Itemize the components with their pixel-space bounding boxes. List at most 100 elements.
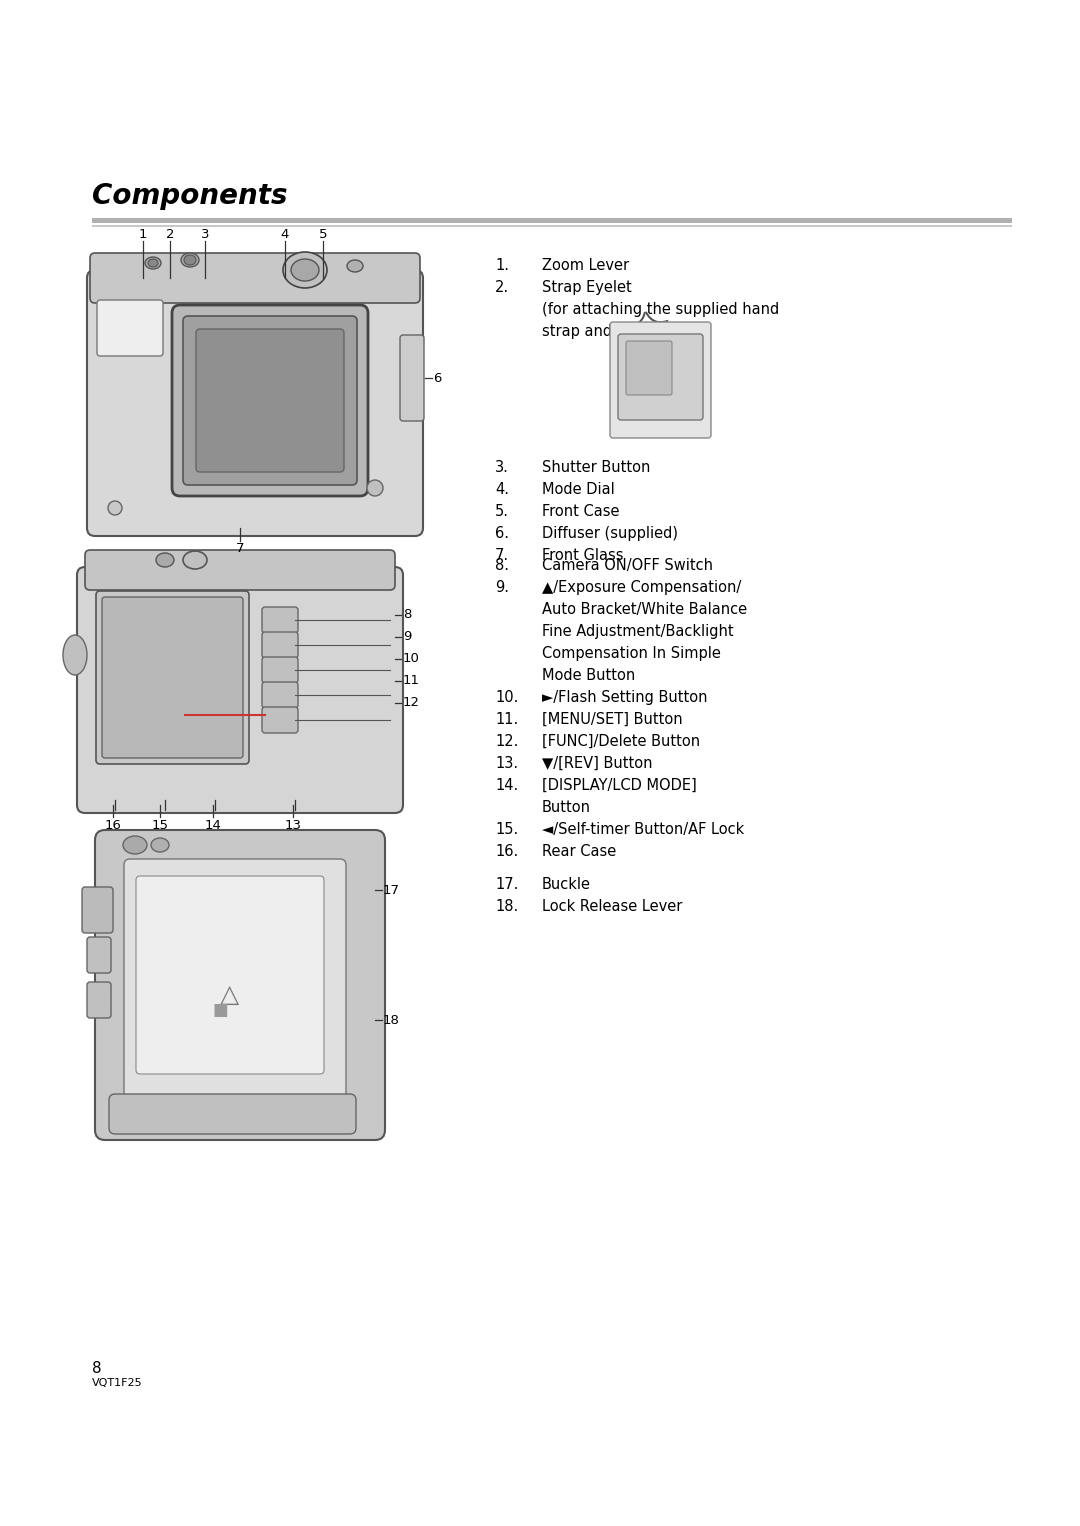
Text: Compensation In Simple: Compensation In Simple <box>542 645 720 661</box>
Text: 11: 11 <box>403 674 420 688</box>
Text: 6: 6 <box>433 371 442 385</box>
Bar <box>92 224 1012 227</box>
Text: △: △ <box>220 983 240 1007</box>
Text: 14: 14 <box>204 819 221 832</box>
FancyBboxPatch shape <box>96 591 249 765</box>
Text: 4.: 4. <box>495 482 509 497</box>
Text: 15: 15 <box>151 819 168 832</box>
Text: 13.: 13. <box>495 755 518 771</box>
FancyBboxPatch shape <box>124 859 346 1100</box>
Ellipse shape <box>181 253 199 267</box>
Text: 15.: 15. <box>495 823 518 836</box>
Text: 1: 1 <box>138 227 147 241</box>
Text: 16.: 16. <box>495 844 518 859</box>
FancyBboxPatch shape <box>87 937 111 974</box>
Text: [DISPLAY/LCD MODE]: [DISPLAY/LCD MODE] <box>542 778 697 794</box>
FancyBboxPatch shape <box>262 707 298 732</box>
Text: Mode Button: Mode Button <box>542 668 635 684</box>
Ellipse shape <box>63 635 87 674</box>
Text: Strap Eyelet: Strap Eyelet <box>542 279 632 295</box>
FancyBboxPatch shape <box>195 330 345 472</box>
Text: Buckle: Buckle <box>542 877 591 893</box>
FancyBboxPatch shape <box>77 568 403 813</box>
Text: Mode Dial: Mode Dial <box>542 482 615 497</box>
Text: 10.: 10. <box>495 690 518 705</box>
FancyBboxPatch shape <box>183 316 357 485</box>
Ellipse shape <box>145 256 161 269</box>
Ellipse shape <box>156 552 174 568</box>
Text: 2: 2 <box>165 227 174 241</box>
FancyBboxPatch shape <box>172 305 368 496</box>
Text: ◄/Self-timer Button/AF Lock: ◄/Self-timer Button/AF Lock <box>542 823 744 836</box>
Text: Rear Case: Rear Case <box>542 844 617 859</box>
Text: Fine Adjustment/Backlight: Fine Adjustment/Backlight <box>542 624 733 639</box>
Text: 13: 13 <box>284 819 301 832</box>
FancyBboxPatch shape <box>400 336 424 421</box>
FancyBboxPatch shape <box>262 632 298 658</box>
Text: 7: 7 <box>235 542 244 555</box>
FancyBboxPatch shape <box>262 682 298 708</box>
Text: Zoom Lever: Zoom Lever <box>542 258 630 273</box>
FancyBboxPatch shape <box>85 549 395 591</box>
Ellipse shape <box>151 838 168 852</box>
Ellipse shape <box>108 501 122 514</box>
Text: 14.: 14. <box>495 778 518 794</box>
Text: Front Case: Front Case <box>542 504 620 519</box>
Text: 9.: 9. <box>495 580 509 595</box>
FancyBboxPatch shape <box>136 876 324 1074</box>
Text: 17.: 17. <box>495 877 518 893</box>
Text: 16: 16 <box>105 819 121 832</box>
Text: 5.: 5. <box>495 504 509 519</box>
Text: Auto Bracket/White Balance: Auto Bracket/White Balance <box>542 601 747 617</box>
Text: 12: 12 <box>403 696 420 710</box>
Text: 9: 9 <box>403 630 411 644</box>
Text: Lock Release Lever: Lock Release Lever <box>542 899 683 914</box>
Text: 12.: 12. <box>495 734 518 749</box>
Text: 11.: 11. <box>495 713 518 726</box>
Text: 18.: 18. <box>495 899 518 914</box>
Text: 8: 8 <box>92 1361 102 1376</box>
FancyBboxPatch shape <box>97 301 163 356</box>
Text: 7.: 7. <box>495 548 509 563</box>
Ellipse shape <box>291 259 319 281</box>
Text: 18: 18 <box>383 1013 400 1027</box>
Text: Components: Components <box>92 182 287 211</box>
Ellipse shape <box>183 551 207 569</box>
FancyBboxPatch shape <box>87 983 111 1018</box>
FancyBboxPatch shape <box>626 340 672 395</box>
Text: ▼/[REV] Button: ▼/[REV] Button <box>542 755 652 771</box>
Text: 10: 10 <box>403 653 420 665</box>
Bar <box>92 218 1012 223</box>
Text: VQT1F25: VQT1F25 <box>92 1378 143 1389</box>
Text: strap and diffuser): strap and diffuser) <box>542 324 678 339</box>
Text: [MENU/SET] Button: [MENU/SET] Button <box>542 713 683 726</box>
Text: Diffuser (supplied): Diffuser (supplied) <box>542 526 678 542</box>
Text: 8: 8 <box>403 609 411 621</box>
Text: 3.: 3. <box>495 459 509 475</box>
Text: [FUNC]/Delete Button: [FUNC]/Delete Button <box>542 734 700 749</box>
FancyBboxPatch shape <box>262 607 298 633</box>
Ellipse shape <box>123 836 147 855</box>
FancyBboxPatch shape <box>109 1094 356 1134</box>
Text: Camera ON/OFF Switch: Camera ON/OFF Switch <box>542 559 713 572</box>
FancyBboxPatch shape <box>82 887 113 932</box>
Text: 3: 3 <box>201 227 210 241</box>
FancyBboxPatch shape <box>102 597 243 758</box>
Text: Shutter Button: Shutter Button <box>542 459 650 475</box>
FancyBboxPatch shape <box>618 334 703 420</box>
Ellipse shape <box>347 259 363 272</box>
Ellipse shape <box>283 252 327 288</box>
FancyBboxPatch shape <box>95 830 384 1140</box>
Text: ▲/Exposure Compensation/: ▲/Exposure Compensation/ <box>542 580 741 595</box>
FancyBboxPatch shape <box>87 270 423 536</box>
Text: Button: Button <box>542 800 591 815</box>
Text: 2.: 2. <box>495 279 509 295</box>
Text: (for attaching the supplied hand: (for attaching the supplied hand <box>542 302 780 317</box>
Ellipse shape <box>184 255 195 266</box>
FancyBboxPatch shape <box>262 658 298 684</box>
FancyBboxPatch shape <box>90 253 420 304</box>
Ellipse shape <box>148 259 158 267</box>
Text: 8.: 8. <box>495 559 509 572</box>
Text: Front Glass: Front Glass <box>542 548 623 563</box>
Text: 1.: 1. <box>495 258 509 273</box>
